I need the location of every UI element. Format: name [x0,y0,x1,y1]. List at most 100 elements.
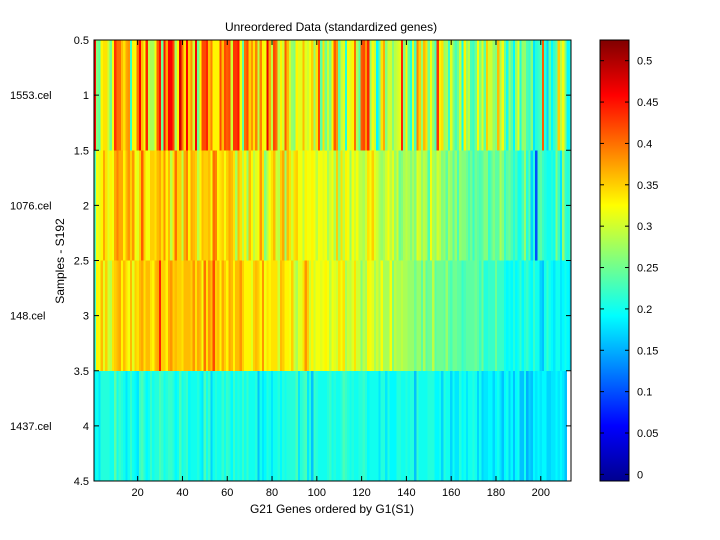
heatmap-cell [320,40,323,151]
heatmap-cell [329,370,332,481]
heatmap-cell [176,370,180,481]
x-tick-label: 40 [176,487,188,499]
heatmap-cell [420,370,424,481]
heatmap-cell [201,260,205,371]
heatmap-cell [427,150,431,261]
heatmap-cell [472,260,476,371]
heatmap-cell [132,370,135,481]
heatmap-cell [508,150,511,261]
heatmap-cell [454,370,458,481]
heatmap-cell [102,40,106,151]
heatmap-cell [107,150,111,261]
heatmap-cell [197,260,200,371]
heatmap-cell [347,150,350,261]
heatmap-cell [297,260,301,371]
heatmap-cell [490,260,493,371]
heatmap-cell [494,40,498,151]
heatmap-cell [373,40,377,151]
heatmap-cell [107,40,111,151]
heatmap-cell [438,370,442,481]
heatmap-cell [116,260,119,371]
heatmap-cell [416,370,420,481]
heatmap-cell [313,150,317,261]
heatmap-cell [479,370,482,481]
heatmap-cell [291,260,294,371]
heatmap-cell [485,40,489,151]
heatmap-cell [324,150,328,261]
heatmap-cell [335,370,339,481]
heatmap-cell [474,260,478,371]
heatmap-cell [306,260,310,371]
heatmap-cell [232,260,236,371]
heatmap-cell [203,370,207,481]
heatmap-cell [253,370,256,481]
heatmap-cell [279,260,283,371]
heatmap-cell [423,40,426,151]
heatmap-cell [149,370,153,481]
heatmap-cell [253,260,256,371]
heatmap-cell [376,150,379,261]
heatmap-cell [373,150,377,261]
colorbar-tick-label: 0.05 [637,428,658,440]
heatmap-cell [156,370,160,481]
heatmap-cell [564,370,567,481]
heatmap-cell [284,370,287,481]
heatmap-cell [221,260,225,371]
heatmap-cell [559,150,563,261]
heatmap-cell [564,150,567,261]
heatmap-cell [479,40,482,151]
heatmap-cell [476,260,480,371]
heatmap-cell [553,370,556,481]
heatmap-cell [221,150,225,261]
heatmap-cell [432,150,435,261]
heatmap-cell [398,150,402,261]
heatmap-cell [203,260,207,371]
heatmap-cell [521,40,525,151]
heatmap-cell [105,370,108,481]
heatmap-cell [214,260,218,371]
heatmap-cell [517,40,520,151]
heatmap-cell [380,40,384,151]
heatmap-cell [241,40,245,151]
heatmap-cell [378,40,381,151]
heatmap-cell [239,370,243,481]
heatmap-cell [362,260,366,371]
heatmap-cell [546,150,549,261]
heatmap-cell [147,370,151,481]
heatmap-cell [210,150,214,261]
heatmap-cell [499,40,502,151]
heatmap-cell [183,370,187,481]
heatmap-cell [244,370,247,481]
heatmap-cell [550,370,554,481]
heatmap-cell [190,150,193,261]
heatmap-cell [208,40,211,151]
heatmap-cell [465,150,469,261]
heatmap-cell [197,40,200,151]
heatmap-cell [273,40,276,151]
heatmap-cell [539,40,543,151]
heatmap-cell [425,150,429,261]
y-tick-label: 1.5 [74,145,89,157]
heatmap-cell [291,370,294,481]
heatmap-cell [127,260,131,371]
heatmap-cell [261,260,265,371]
x-tick-label: 80 [266,487,278,499]
heatmap-cell [125,260,128,371]
heatmap-cell [214,370,218,481]
heatmap-cell [145,370,149,481]
heatmap-cell [154,370,158,481]
heatmap-cell [248,370,252,481]
heatmap-cell [403,260,406,371]
x-tick-label: 60 [221,487,233,499]
heatmap-cell [311,150,314,261]
heatmap-cell [396,150,399,261]
heatmap-cell [111,150,115,261]
heatmap-cell [418,40,422,151]
heatmap-cell [208,260,211,371]
heatmap-cell [373,370,377,481]
heatmap-cell [199,40,202,151]
heatmap-cell [333,370,337,481]
heatmap-cell [181,260,184,371]
heatmap-cell [138,40,142,151]
heatmap-cell [342,150,346,261]
